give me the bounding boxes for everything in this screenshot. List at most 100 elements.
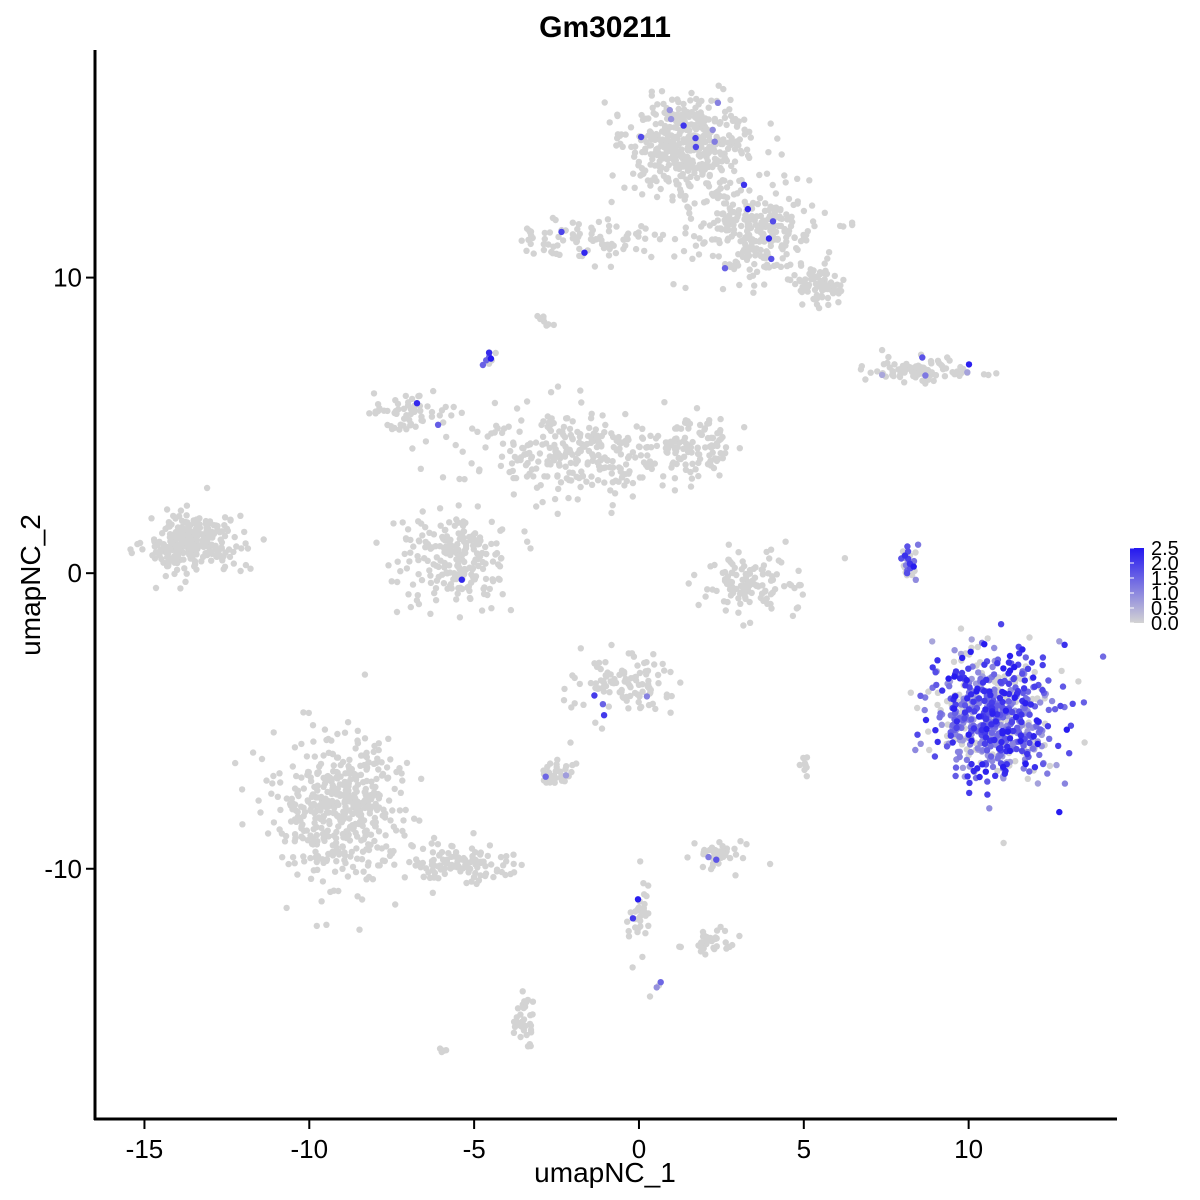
cell-point [734, 262, 742, 269]
cell-point [307, 807, 315, 815]
cell-point [982, 734, 990, 741]
cell-point [510, 441, 517, 448]
cell-point [309, 722, 317, 729]
cell-point [677, 679, 684, 686]
cell-point [970, 725, 978, 732]
cell-point [578, 399, 585, 406]
cell-point [630, 170, 637, 177]
cell-point [984, 635, 991, 642]
cell-point [422, 524, 429, 531]
cell-point [370, 819, 377, 827]
cell-point [580, 701, 587, 708]
cell-point [721, 265, 729, 272]
cell-point [726, 205, 733, 212]
cell-point [171, 533, 178, 540]
cell-point [967, 748, 974, 756]
cell-point [178, 537, 185, 545]
cell-point [717, 450, 724, 457]
cell-point [373, 539, 380, 546]
cell-point [736, 136, 743, 143]
cell-point [701, 425, 709, 432]
cell-point [625, 933, 633, 940]
cell-point [634, 662, 641, 669]
cell-point [992, 772, 999, 779]
cell-point [554, 383, 562, 390]
cell-point [953, 724, 960, 731]
cell-point [221, 514, 229, 521]
cell-point [966, 779, 973, 787]
cell-point [324, 788, 331, 796]
cell-point [741, 582, 748, 589]
cell-point [1000, 839, 1007, 847]
cell-point [567, 459, 574, 467]
cell-point [675, 181, 682, 188]
cell-point [550, 321, 557, 329]
cell-point [671, 487, 679, 494]
cell-point [352, 821, 359, 828]
cell-point [1081, 739, 1088, 746]
cell-point [878, 371, 886, 379]
cell-point [193, 536, 200, 543]
cell-point [591, 692, 598, 699]
cell-point [932, 668, 939, 676]
cell-point [729, 117, 737, 125]
cell-point [699, 169, 706, 177]
cell-point [932, 372, 940, 379]
cell-point [482, 444, 489, 451]
cell-point [794, 175, 801, 182]
cell-point [418, 576, 426, 584]
cell-point [810, 275, 817, 283]
cell-point [1028, 659, 1036, 666]
cell-point [739, 854, 747, 862]
cell-point [684, 854, 691, 861]
cell-point [371, 814, 379, 822]
cell-point [589, 227, 596, 234]
cell-point [680, 113, 688, 121]
cell-point [491, 399, 499, 407]
cell-point [403, 565, 411, 572]
cell-point [270, 772, 277, 780]
cell-point [1051, 706, 1059, 713]
cell-point [382, 832, 389, 839]
cell-point [196, 515, 203, 522]
cell-point [462, 545, 470, 552]
cell-point [929, 664, 936, 671]
cell-point [713, 133, 720, 141]
cell-point [792, 280, 799, 288]
cell-point [458, 576, 465, 583]
cell-point [163, 506, 171, 513]
cell-point [769, 181, 776, 189]
cell-point [650, 651, 657, 658]
cell-point [675, 105, 682, 113]
cell-point [638, 703, 645, 711]
cell-point [505, 423, 512, 430]
cell-point [409, 445, 416, 452]
cell-point [979, 747, 986, 754]
cell-point [716, 848, 723, 855]
cell-point [889, 369, 897, 376]
cell-point [687, 215, 695, 222]
cell-point [651, 231, 658, 238]
cell-point [481, 584, 488, 591]
cell-point [731, 167, 738, 175]
cell-point [545, 321, 552, 328]
cell-point [632, 230, 640, 238]
cell-point [420, 873, 427, 881]
cell-point [643, 139, 650, 146]
cell-point [346, 794, 354, 801]
cell-point [1018, 718, 1025, 726]
cell-point [749, 577, 756, 584]
cell-point [761, 238, 768, 245]
cell-point [746, 234, 753, 242]
cell-point [1001, 690, 1008, 697]
cell-point [726, 854, 734, 862]
cell-point [663, 148, 671, 155]
cell-point [206, 530, 213, 537]
cell-point [478, 607, 486, 614]
cell-point [520, 1027, 528, 1034]
cell-point [778, 559, 785, 566]
cell-point [1005, 659, 1013, 666]
cell-point [453, 861, 460, 869]
cell-point [741, 126, 748, 133]
